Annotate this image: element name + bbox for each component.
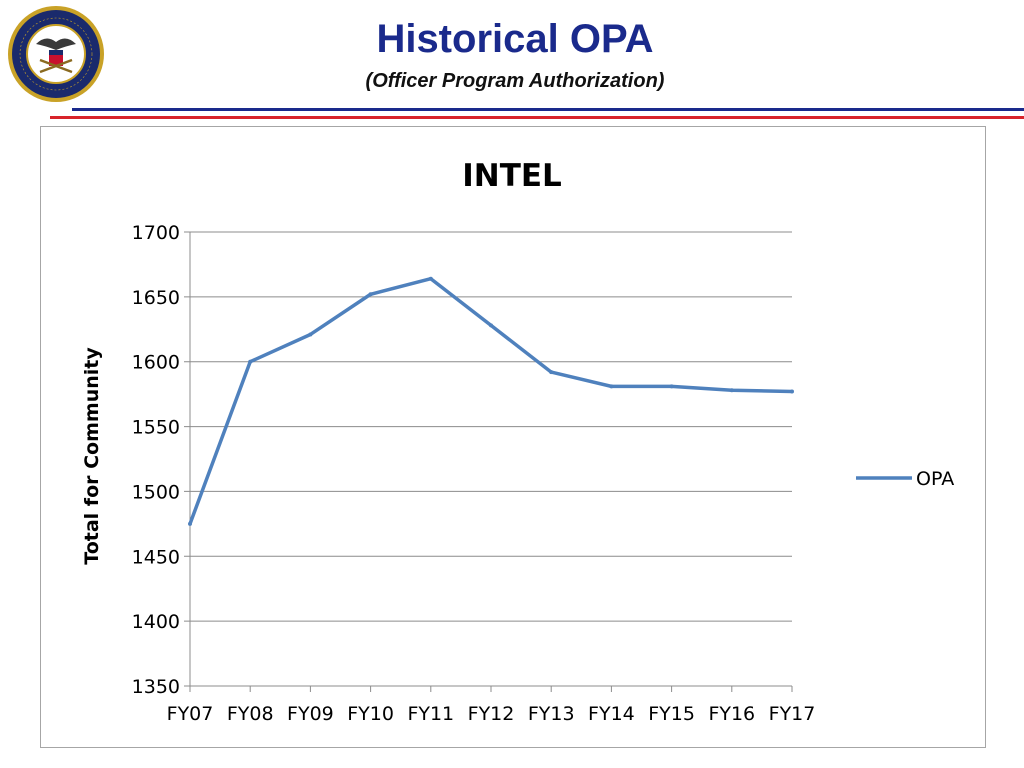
data-point bbox=[790, 389, 794, 394]
y-tick-labels: 1350 1400 1450 1500 1550 1600 1650 1700 bbox=[132, 222, 180, 698]
y-tick-label: 1400 bbox=[132, 611, 180, 633]
data-point bbox=[248, 359, 253, 364]
header-rule-blue bbox=[72, 108, 1024, 111]
data-point bbox=[308, 332, 313, 337]
y-tick-label: 1650 bbox=[132, 287, 180, 309]
y-tick-label: 1550 bbox=[132, 417, 180, 439]
x-tick-label: FY08 bbox=[227, 703, 274, 725]
opa-line-chart: INTEL Total for Community 1350 1400 1450 15… bbox=[81, 158, 954, 725]
y-tick-label: 1600 bbox=[132, 352, 180, 374]
gridlines bbox=[184, 231, 792, 687]
y-tick-label: 1500 bbox=[132, 481, 180, 503]
navy-seal-logo bbox=[8, 6, 104, 102]
x-tick-label: FY15 bbox=[648, 703, 695, 725]
legend-label: OPA bbox=[916, 468, 954, 490]
x-tick-labels: FY07 FY08 FY09 FY10 FY11 FY12 FY13 FY14 FY15 FY16… bbox=[167, 703, 816, 725]
x-tick-label: FY12 bbox=[468, 703, 515, 725]
y-tick-label: 1700 bbox=[132, 222, 180, 244]
y-tick-label: 1450 bbox=[132, 546, 180, 568]
series-line-opa bbox=[188, 276, 793, 525]
x-tick-label: FY14 bbox=[588, 703, 635, 725]
data-point bbox=[729, 388, 734, 393]
legend: OPA bbox=[856, 468, 954, 490]
data-point bbox=[188, 521, 192, 526]
x-tick-label: FY17 bbox=[769, 703, 816, 725]
chart-title: INTEL bbox=[462, 158, 562, 194]
data-point bbox=[669, 384, 674, 389]
x-tick-label: FY07 bbox=[167, 703, 214, 725]
data-point bbox=[368, 292, 373, 297]
x-tick-label: FY10 bbox=[347, 703, 394, 725]
y-axis-label: Total for Community bbox=[81, 347, 103, 565]
x-tick-label: FY13 bbox=[528, 703, 575, 725]
page-title: Historical OPA bbox=[376, 17, 654, 61]
x-tick-label: FY16 bbox=[708, 703, 755, 725]
header-rule-red bbox=[50, 116, 1024, 119]
eagle-icon bbox=[36, 38, 76, 50]
data-point bbox=[549, 370, 554, 375]
data-point bbox=[489, 323, 493, 328]
series-lines bbox=[188, 276, 794, 526]
axes bbox=[189, 232, 793, 692]
x-tick-label: FY11 bbox=[407, 703, 454, 725]
page-subtitle: (Officer Program Authorization) bbox=[365, 70, 665, 92]
chart-frame bbox=[40, 126, 986, 748]
data-point bbox=[609, 384, 614, 389]
x-tick-label: FY09 bbox=[287, 703, 334, 725]
data-point bbox=[428, 276, 433, 281]
y-tick-label: 1350 bbox=[132, 676, 180, 698]
